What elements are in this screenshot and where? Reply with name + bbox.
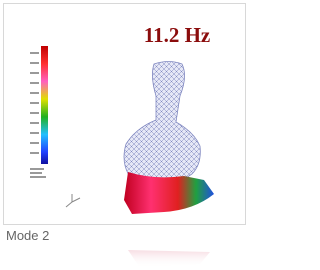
thumbnail-card[interactable]: 11.2 Hz bbox=[3, 3, 246, 225]
page: {"image": {"label": "11.2 Hz"}, "caption… bbox=[0, 0, 251, 270]
caption: Mode 2 bbox=[6, 228, 49, 243]
hot-region bbox=[124, 172, 214, 214]
frequency-label: 11.2 Hz bbox=[144, 23, 211, 47]
mode-shape-image: 11.2 Hz bbox=[4, 4, 245, 224]
legend-bar bbox=[41, 46, 48, 164]
mesh-body bbox=[124, 62, 200, 189]
axis-triad bbox=[66, 194, 80, 207]
reflection bbox=[0, 248, 251, 270]
